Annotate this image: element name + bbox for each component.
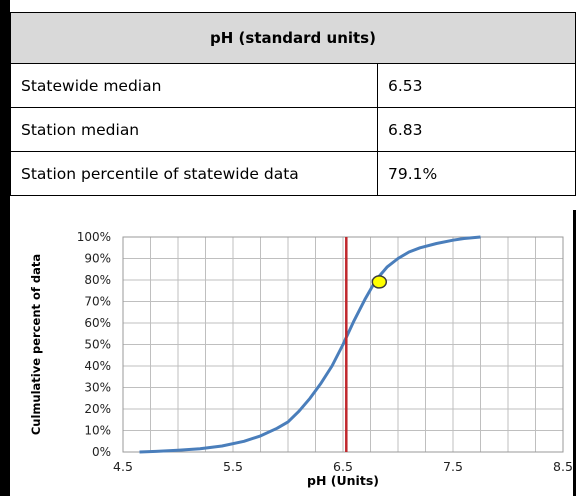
row-value-station-median: 6.83: [377, 107, 576, 152]
table-row: Station median 6.83: [10, 107, 576, 152]
y-tick-label: 50%: [84, 338, 111, 352]
y-tick-label: 100%: [77, 230, 111, 244]
x-axis-label: pH (Units): [307, 473, 379, 488]
table-row: Statewide median 6.53: [10, 63, 576, 108]
chart-svg: 0% 10% 20% 30% 40% 50% 60% 70% 80% 90% 100% 4.5 5.5…: [29, 230, 573, 488]
plot-frame: [122, 236, 564, 453]
y-tick-label: 90%: [84, 252, 111, 266]
y-tick-label: 10%: [84, 424, 111, 438]
y-tick-label: 80%: [84, 273, 111, 287]
cumulative-series-line: [139, 235, 481, 454]
station-median-marker: [371, 275, 388, 289]
row-label-station-percentile: Station percentile of statewide data: [10, 151, 378, 196]
y-tick-label: 30%: [84, 381, 111, 395]
y-tick-label: 40%: [84, 359, 111, 373]
y-axis-label: Culmulative percent of data: [29, 254, 43, 435]
cumulative-ph-chart: 0% 10% 20% 30% 40% 50% 60% 70% 80% 90% 100% 4.5 5.5…: [10, 216, 573, 496]
x-tick-label: 7.5: [443, 459, 463, 474]
y-tick-label: 20%: [84, 402, 111, 416]
chart-series: [139, 235, 481, 454]
y-tick-labels: 0% 10% 20% 30% 40% 50% 60% 70% 80% 90% 100%: [77, 230, 111, 459]
y-tick-label: 70%: [84, 295, 111, 309]
row-value-station-percentile: 79.1%: [377, 151, 576, 196]
y-tick-label: 0%: [92, 445, 111, 459]
x-tick-label: 8.5: [553, 459, 573, 474]
row-label-station-median: Station median: [10, 107, 378, 152]
table-header: pH (standard units): [10, 12, 576, 64]
right-border: [573, 210, 576, 496]
y-tick-label: 60%: [84, 316, 111, 330]
row-label-statewide-median: Statewide median: [10, 63, 378, 108]
table-header-row: pH (standard units): [10, 12, 576, 64]
left-border-bottom: [0, 210, 10, 496]
x-tick-label: 6.5: [333, 459, 353, 474]
x-tick-label: 4.5: [113, 459, 133, 474]
table-row: Station percentile of statewide data 79.…: [10, 151, 576, 196]
left-border-top: [0, 0, 10, 214]
x-tick-label: 5.5: [223, 459, 243, 474]
row-value-statewide-median: 6.53: [377, 63, 576, 108]
x-tick-labels: 4.5 5.5 6.5 7.5 8.5: [113, 459, 573, 474]
ph-stats-table: pH (standard units) Statewide median 6.5…: [10, 12, 576, 196]
